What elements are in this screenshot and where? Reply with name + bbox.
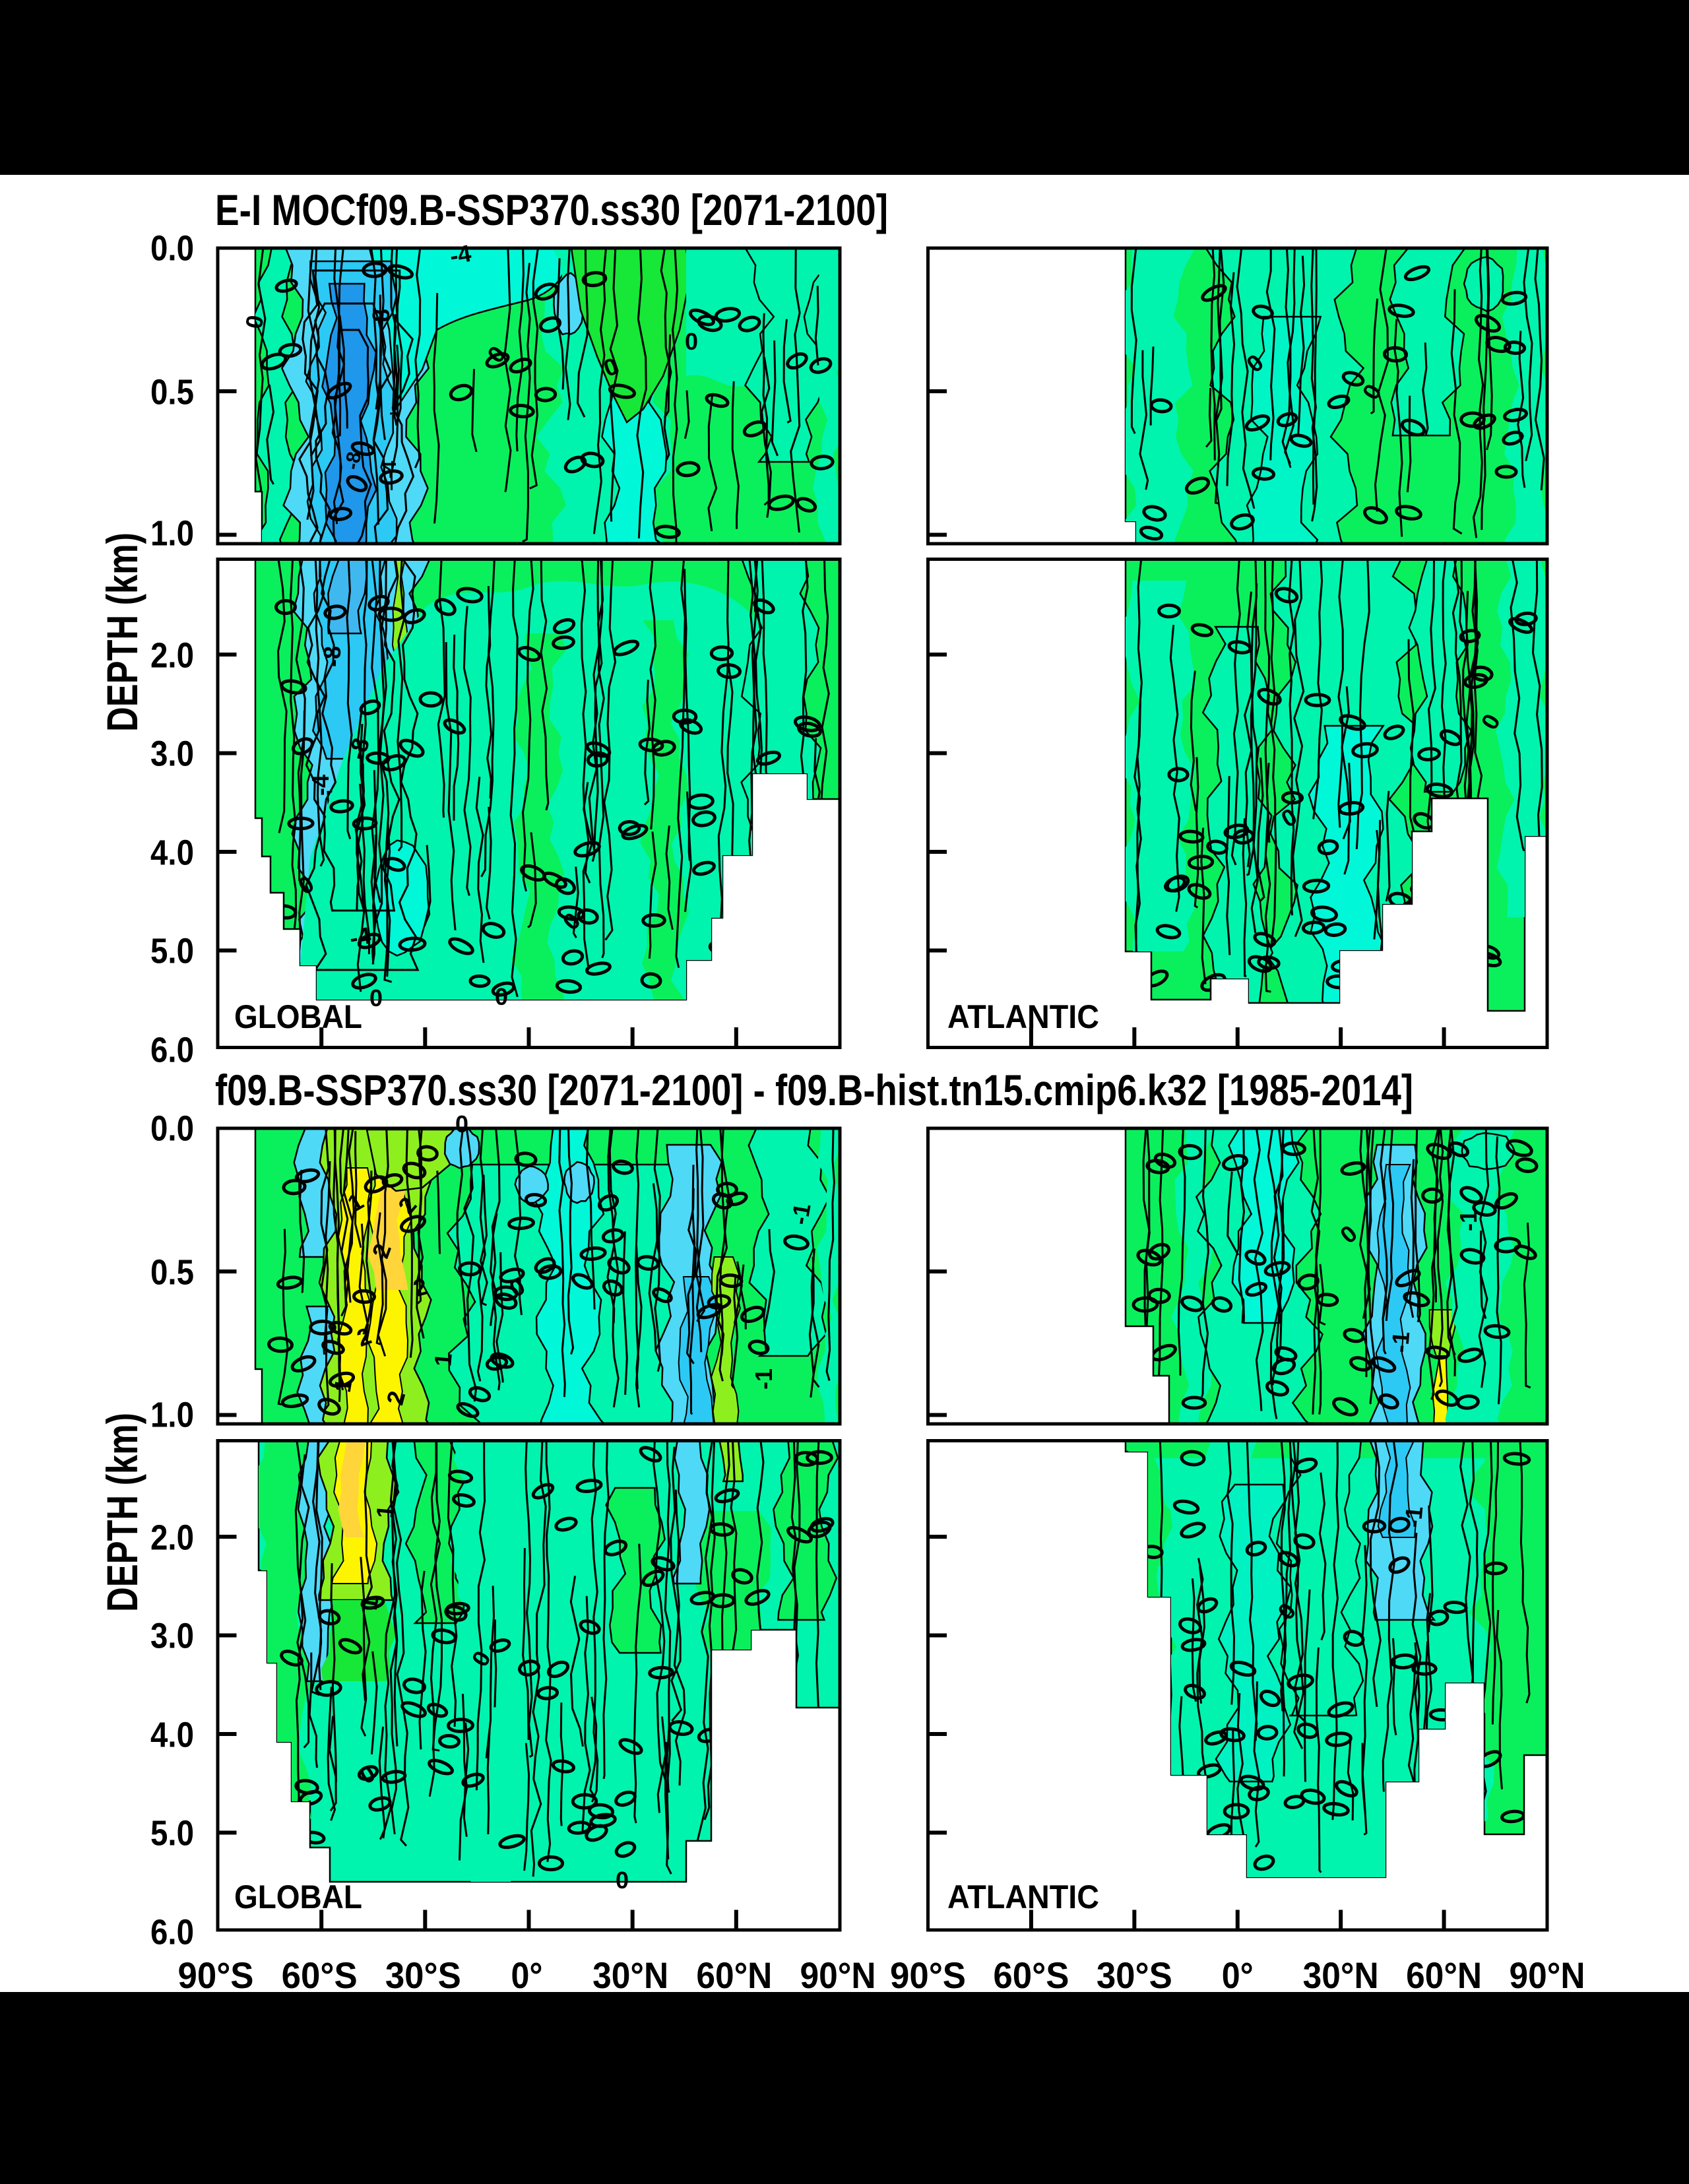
svg-text:5.0: 5.0 xyxy=(150,1814,194,1853)
svg-text:60°S: 60°S xyxy=(282,1954,358,1996)
svg-text:30°N: 30°N xyxy=(592,1954,668,1996)
svg-text:60°N: 60°N xyxy=(696,1954,772,1996)
svg-text:-1: -1 xyxy=(1455,1210,1482,1231)
svg-text:0.5: 0.5 xyxy=(150,1253,194,1293)
svg-text:30°N: 30°N xyxy=(1303,1954,1379,1996)
svg-text:4.0: 4.0 xyxy=(150,1716,194,1755)
svg-text:DEPTH (km): DEPTH (km) xyxy=(98,1413,146,1612)
svg-text:0°: 0° xyxy=(511,1954,543,1996)
svg-text:6.0: 6.0 xyxy=(150,1031,194,1070)
svg-text:2.0: 2.0 xyxy=(150,636,194,676)
svg-text:-4: -4 xyxy=(448,240,474,270)
svg-text:90°S: 90°S xyxy=(890,1954,966,1996)
svg-text:f09.B-SSP370.ss30 [2071-2100]: f09.B-SSP370.ss30 [2071-2100] - f09.B-hi… xyxy=(215,1066,1413,1114)
svg-text:60°N: 60°N xyxy=(1406,1954,1482,1996)
svg-text:-1: -1 xyxy=(786,1202,816,1227)
svg-text:90°N: 90°N xyxy=(1510,1954,1585,1996)
svg-text:0.0: 0.0 xyxy=(150,229,194,269)
svg-text:0.0: 0.0 xyxy=(150,1109,194,1149)
svg-text:0°: 0° xyxy=(1222,1954,1254,1996)
svg-text:90°N: 90°N xyxy=(800,1954,876,1996)
svg-text:0: 0 xyxy=(616,1867,629,1894)
svg-text:E-I MOCf09.B-SSP370.ss30 [2071: E-I MOCf09.B-SSP370.ss30 [2071-2100] xyxy=(215,185,888,234)
svg-text:0: 0 xyxy=(685,328,698,355)
svg-text:0.5: 0.5 xyxy=(150,373,194,412)
svg-text:1.0: 1.0 xyxy=(150,514,194,554)
svg-text:60°S: 60°S xyxy=(993,1954,1069,1996)
svg-text:1.0: 1.0 xyxy=(150,1396,194,1435)
svg-text:-8: -8 xyxy=(319,646,346,667)
svg-text:-1: -1 xyxy=(1399,1505,1428,1528)
svg-text:8: 8 xyxy=(367,309,395,322)
svg-text:ATLANTIC: ATLANTIC xyxy=(947,1879,1099,1915)
svg-text:3.0: 3.0 xyxy=(150,734,194,774)
svg-text:3.0: 3.0 xyxy=(150,1617,194,1656)
svg-text:0: 0 xyxy=(369,984,383,1012)
svg-text:4.0: 4.0 xyxy=(150,833,194,873)
svg-text:DEPTH (km): DEPTH (km) xyxy=(98,532,146,732)
svg-text:GLOBAL: GLOBAL xyxy=(234,998,362,1035)
svg-text:30°S: 30°S xyxy=(1097,1954,1172,1996)
svg-text:5.0: 5.0 xyxy=(150,932,194,971)
svg-text:-1: -1 xyxy=(1386,1330,1415,1353)
svg-text:0: 0 xyxy=(495,983,508,1010)
svg-text:-1: -1 xyxy=(750,1368,777,1390)
svg-text:-4: -4 xyxy=(379,461,400,478)
svg-text:6.0: 6.0 xyxy=(150,1913,194,1952)
svg-text:-4: -4 xyxy=(348,922,373,952)
svg-text:ATLANTIC: ATLANTIC xyxy=(947,998,1099,1035)
svg-text:2.0: 2.0 xyxy=(150,1518,194,1558)
svg-text:GLOBAL: GLOBAL xyxy=(234,1879,362,1915)
svg-text:0: 0 xyxy=(455,1110,468,1138)
svg-text:-8: -8 xyxy=(341,450,366,471)
svg-text:30°S: 30°S xyxy=(385,1954,461,1996)
svg-text:90°S: 90°S xyxy=(178,1954,254,1996)
svg-text:-4: -4 xyxy=(307,775,334,796)
svg-text:1: 1 xyxy=(371,1504,399,1520)
svg-text:1: 1 xyxy=(429,1352,457,1368)
